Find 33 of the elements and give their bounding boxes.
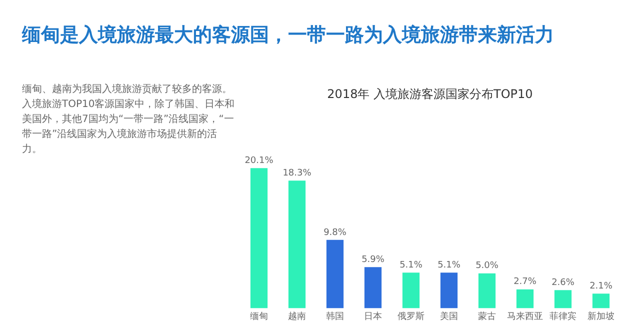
data-label: 5.1% (438, 260, 461, 271)
data-label: 5.9% (362, 254, 385, 265)
data-label: 18.3% (282, 168, 312, 179)
data-label: 20.1% (244, 156, 274, 166)
data-label: 5.0% (476, 261, 499, 272)
bar (516, 289, 534, 308)
bar (554, 290, 572, 308)
x-tick-label: 越南 (288, 310, 306, 322)
data-label: 9.8% (324, 228, 347, 238)
x-tick-label: 日本 (364, 310, 382, 322)
x-tick-label: 马来西亚 (507, 310, 543, 322)
x-tick-label: 新加坡 (588, 310, 614, 322)
data-label: 2.6% (552, 278, 575, 288)
chart-subtitle: 2018年 入境旅游客源国家分布TOP10 (326, 86, 534, 103)
x-tick-label: 蒙古 (478, 310, 496, 322)
bar (592, 294, 610, 308)
x-tick-label: 美国 (440, 310, 458, 322)
bar (440, 272, 458, 308)
data-label: 2.1% (590, 281, 613, 292)
x-tick-label: 菲律宾 (550, 310, 576, 322)
bar (478, 273, 496, 308)
x-tick-label: 俄罗斯 (398, 310, 424, 322)
x-tick-label: 韩国 (326, 310, 344, 322)
bar (250, 168, 268, 308)
data-label: 2.7% (514, 277, 537, 288)
bar (326, 240, 344, 308)
text: 缅甸、越南为我国入境旅游贡献了较多的客源。入境旅游TOP10客源国家中，除了韩国、日本和美国外，其他7国均为“一带一路”沿线国家，“一带一路”沿线国家为入境旅游市场提供新的活力。 (22, 82, 236, 157)
bar (364, 267, 382, 308)
data-label: 5.1% (400, 260, 423, 271)
bar (288, 180, 306, 308)
chart-title: 缅甸是入境旅游最大的客源国，一带一路为入境旅游带来新活力 (22, 23, 554, 48)
x-tick-label: 缅甸 (250, 310, 268, 322)
bar (402, 272, 420, 308)
